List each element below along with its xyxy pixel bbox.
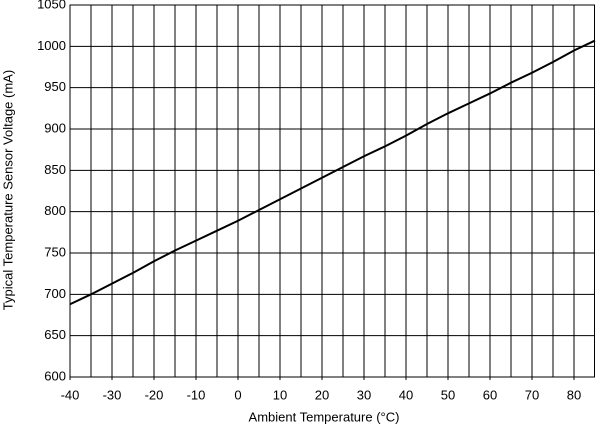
- x-tick-label: 40: [399, 387, 413, 402]
- x-tick-label: -10: [187, 387, 206, 402]
- y-tick-label: 750: [44, 244, 66, 259]
- y-axis-label: Typical Temperature Sensor Voltage (mA): [0, 70, 15, 310]
- x-tick-label: -20: [145, 387, 164, 402]
- x-tick-label: 0: [234, 387, 241, 402]
- y-tick-label: 650: [44, 327, 66, 342]
- x-tick-label: 50: [441, 387, 455, 402]
- x-tick-label: 10: [273, 387, 287, 402]
- y-tick-label: 950: [44, 79, 66, 94]
- x-tick-label: 60: [483, 387, 497, 402]
- x-tick-label: 30: [357, 387, 371, 402]
- y-tick-label: 600: [44, 368, 66, 383]
- data-line: [69, 39, 596, 306]
- x-tick-label: -40: [61, 387, 80, 402]
- x-tick-label: -30: [103, 387, 122, 402]
- y-tick-label: 700: [44, 286, 66, 301]
- y-tick-label: 1050: [37, 0, 66, 11]
- plot-area: [69, 4, 595, 378]
- y-tick-label: 800: [44, 203, 66, 218]
- x-tick-label: 70: [525, 387, 539, 402]
- y-tick-label: 900: [44, 120, 66, 135]
- y-tick-label: 1000: [37, 38, 66, 53]
- x-tick-label: 80: [567, 387, 581, 402]
- y-tick-label: 850: [44, 162, 66, 177]
- x-axis-label: Ambient Temperature (°C): [249, 409, 400, 424]
- x-tick-label: 20: [315, 387, 329, 402]
